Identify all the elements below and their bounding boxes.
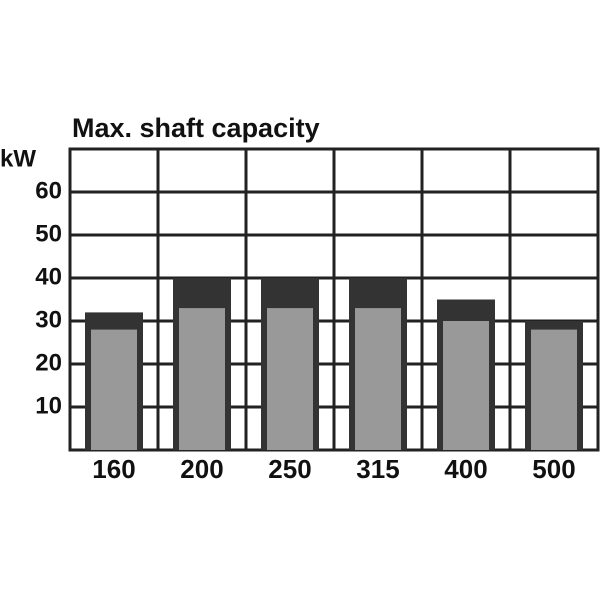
bar-inner — [267, 308, 313, 450]
chart-title: Max. shaft capacity — [72, 113, 320, 143]
x-tick-label: 315 — [356, 454, 399, 484]
bar-inner — [355, 308, 401, 450]
y-tick-label: 50 — [35, 220, 62, 247]
x-tick-label: 200 — [180, 454, 223, 484]
x-tick-label: 160 — [92, 454, 135, 484]
y-tick-label: 30 — [35, 306, 62, 333]
x-tick-label: 400 — [444, 454, 487, 484]
x-tick-label: 500 — [532, 454, 575, 484]
x-tick-label: 250 — [268, 454, 311, 484]
bar-inner — [91, 329, 137, 450]
y-tick-label: 60 — [35, 177, 62, 204]
y-tick-label: 20 — [35, 349, 62, 376]
bar-inner — [443, 321, 489, 450]
y-axis-label: kW — [0, 145, 36, 172]
bar-inner — [179, 308, 225, 450]
bar-inner — [531, 329, 577, 450]
y-tick-label: 10 — [35, 392, 62, 419]
y-tick-label: 40 — [35, 263, 62, 290]
